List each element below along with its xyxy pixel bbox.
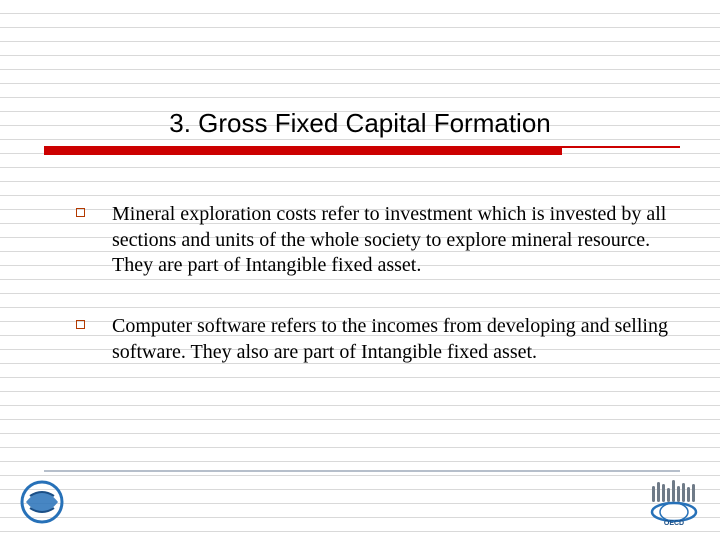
bullet-text: Computer software refers to the incomes …: [112, 314, 672, 365]
footer-divider: [44, 470, 680, 472]
swirl-globe-logo-icon: [18, 478, 66, 526]
square-bullet-icon: [76, 208, 85, 217]
title-underline-thin: [562, 146, 680, 148]
svg-text:OECD: OECD: [664, 520, 684, 526]
title-underline-thick: [44, 146, 562, 155]
slide-title: 3. Gross Fixed Capital Formation: [0, 108, 720, 139]
oecd-logo-icon: OECD: [646, 478, 702, 526]
square-bullet-icon: [76, 320, 85, 329]
bullet-text: Mineral exploration costs refer to inves…: [112, 202, 672, 279]
